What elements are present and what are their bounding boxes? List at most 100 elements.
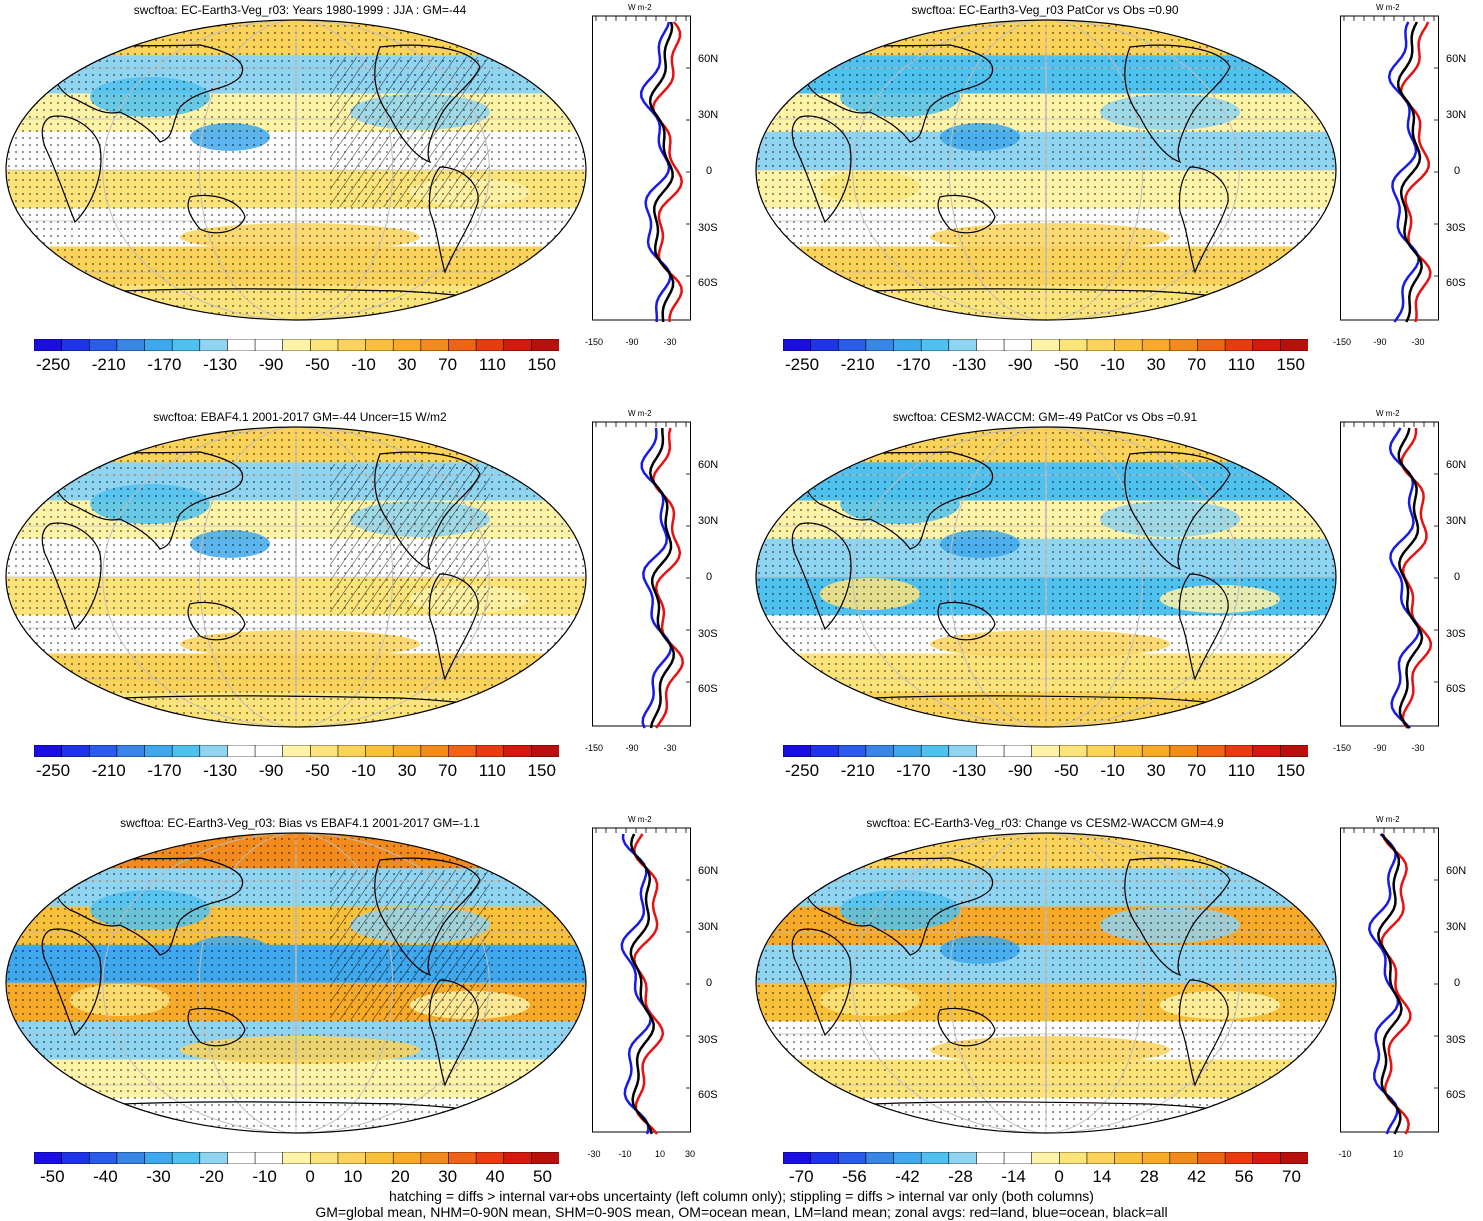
graticule-line <box>948 833 1144 1133</box>
colorbar-swatch <box>1252 1152 1282 1164</box>
colorbar-swatch <box>1169 1152 1199 1164</box>
lat-label: 30N <box>1446 921 1467 933</box>
colorbar-swatch <box>783 339 812 351</box>
panel-4-zonal-plot <box>1340 421 1439 729</box>
colorbar-swatch <box>144 339 173 351</box>
x-tick-label: -30 <box>1411 743 1425 753</box>
cbar-label: -90 <box>1007 761 1033 780</box>
map-border <box>755 426 1337 728</box>
colorbar-swatch <box>1169 745 1199 757</box>
panel-1-title: swcftoa: EC-Earth3-Veg_r03: Years 1980-1… <box>133 3 467 17</box>
colorbar-swatch <box>948 339 978 351</box>
panel-6-zonal-plot <box>1340 827 1439 1135</box>
cbar-label: 30 <box>397 355 417 374</box>
panel-6-title: swcftoa: EC-Earth3-Veg_r03: Change vs CE… <box>866 816 1224 830</box>
colorbar-swatch <box>144 745 173 757</box>
colorbar-swatch <box>1280 745 1308 757</box>
cbar-label: -90 <box>258 355 284 374</box>
map-border <box>755 832 1337 1134</box>
colorbar-swatch <box>1031 1152 1061 1164</box>
map-border <box>5 832 587 1134</box>
cbar-label: -50 <box>1054 761 1079 780</box>
x-tick-label: -90 <box>1373 337 1387 347</box>
zonal-all-line <box>648 21 675 323</box>
coastline <box>1178 166 1229 274</box>
zonal-ocean-line <box>1367 833 1400 1135</box>
colorbar-swatch <box>893 339 922 351</box>
x-tick-label: 30 <box>684 1149 696 1159</box>
colorbar-swatch <box>199 1152 229 1164</box>
colorbar-swatch <box>116 745 146 757</box>
panel-1-map <box>5 19 587 321</box>
cbar-label: 42 <box>1187 1167 1207 1186</box>
zonal-all-line <box>1377 833 1403 1135</box>
x-tick-label: -90 <box>625 337 639 347</box>
cbar-label: -20 <box>199 1167 224 1186</box>
coastline <box>804 44 994 143</box>
lat-label: 30S <box>1446 628 1466 640</box>
cbar-label: 10 <box>343 1167 363 1186</box>
x-tick-label: -10 <box>618 1149 632 1159</box>
colorbar-swatch <box>227 339 256 351</box>
zonal-frame <box>1340 15 1439 321</box>
colorbar-swatch <box>1086 1152 1116 1164</box>
colorbar-swatch <box>392 1152 422 1164</box>
x-tick-label: -150 <box>1332 337 1352 347</box>
colorbar-swatch <box>1114 339 1144 351</box>
colorbar-swatch <box>88 1152 118 1164</box>
colorbar-swatch <box>503 1152 533 1164</box>
lat-label: 60S <box>698 277 718 289</box>
x-tick-label: -150 <box>1332 743 1352 753</box>
cbar-label: -130 <box>952 355 987 374</box>
colorbar-swatch <box>1224 339 1254 351</box>
hatching <box>330 464 490 614</box>
colorbar-swatch <box>1086 745 1116 757</box>
coastline <box>374 44 481 164</box>
graticule-line <box>948 427 1144 727</box>
panel-4-title: swcftoa: CESM2-WACCM: GM=-49 PatCor vs O… <box>892 410 1198 424</box>
cbar-label: -50 <box>1054 355 1079 374</box>
panel-2-colorbar <box>783 339 1308 351</box>
colorbar-swatch <box>88 745 118 757</box>
zonal-ocean-line <box>640 427 673 729</box>
lat-label: 30N <box>698 515 719 527</box>
cbar-label: -40 <box>93 1167 118 1186</box>
map-field <box>6 833 586 1133</box>
colorbar-swatch <box>893 1152 922 1164</box>
colorbar-swatch <box>144 1152 173 1164</box>
cbar-label: -130 <box>203 355 238 374</box>
cbar-label: -10 <box>351 761 376 780</box>
colorbar-swatch <box>1224 745 1254 757</box>
colorbar-swatch <box>1197 1152 1226 1164</box>
panel-5-title: swcftoa: EC-Earth3-Veg_r03: Bias vs EBAF… <box>120 816 480 830</box>
x-tick-label: -150 <box>584 743 604 753</box>
graticule-line <box>198 427 394 727</box>
colorbar-swatch <box>448 745 477 757</box>
cbar-label: -210 <box>840 355 875 374</box>
colorbar-swatch <box>783 745 812 757</box>
lat-label: 0 <box>706 165 713 177</box>
colorbar-swatch <box>365 1152 395 1164</box>
graticule-line <box>1045 20 1047 320</box>
cbar-label: 70 <box>1187 761 1207 780</box>
colorbar-swatch <box>337 339 367 351</box>
x-tick-label: -90 <box>1373 743 1387 753</box>
cbar-label: -170 <box>147 355 182 374</box>
x-tick-label: -30 <box>587 1149 601 1159</box>
cbar-label: -250 <box>785 355 820 374</box>
lat-label: 60N <box>1446 459 1467 471</box>
cbar-label: -250 <box>36 761 71 780</box>
colorbar-swatch <box>1114 1152 1144 1164</box>
colorbar-swatch <box>810 1152 840 1164</box>
colorbar-swatch <box>61 1152 91 1164</box>
colorbar-swatch <box>1031 339 1061 351</box>
footer-line-1: hatching = diffs > internal var+obs unce… <box>389 1188 1094 1204</box>
colorbar-swatch <box>420 1152 450 1164</box>
coastline <box>374 451 481 571</box>
cbar-label: -130 <box>203 761 238 780</box>
colorbar-swatch <box>837 745 867 757</box>
coastline <box>1124 857 1231 977</box>
lat-label: 0 <box>706 571 713 583</box>
cbar-label: -30 <box>146 1167 171 1186</box>
colorbar-swatch <box>783 1152 812 1164</box>
